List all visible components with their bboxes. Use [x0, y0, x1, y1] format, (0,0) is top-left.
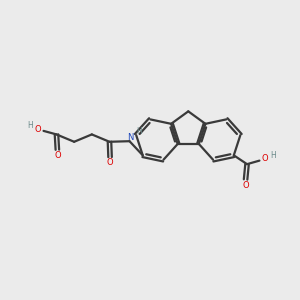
Text: N: N	[128, 133, 134, 142]
Text: H: H	[27, 121, 33, 130]
Text: O: O	[242, 181, 249, 190]
Text: H: H	[136, 127, 142, 136]
Text: H: H	[271, 151, 276, 160]
Text: O: O	[54, 151, 61, 160]
Text: O: O	[107, 158, 113, 167]
Text: O: O	[34, 125, 41, 134]
Text: O: O	[262, 154, 268, 164]
